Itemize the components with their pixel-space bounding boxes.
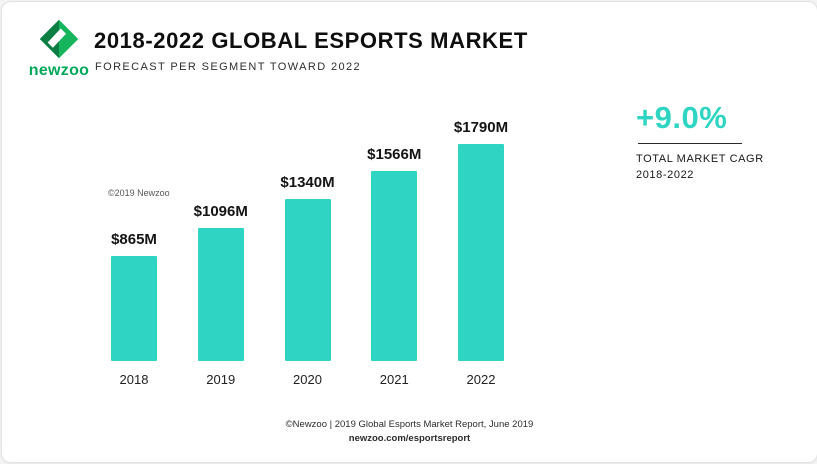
page-subtitle: FORECAST PER SEGMENT TOWARD 2022: [95, 61, 362, 73]
newzoo-logo-text: newzoo: [28, 62, 90, 79]
bar: [197, 228, 244, 361]
bar-value-label: $1340M: [280, 174, 335, 191]
x-axis-label: 2020: [293, 372, 322, 387]
bar-value-label: $1790M: [453, 119, 509, 136]
footer-source: ©Newzoo | 2019 Global Esports Market Rep…: [285, 419, 534, 430]
bar-group: $1096M 2019: [194, 203, 248, 387]
x-axis-label: 2021: [379, 372, 409, 387]
bar-group: $865M 2018: [111, 231, 157, 387]
bar: [371, 171, 418, 361]
cagr-label: TOTAL MARKET CAGR 2018-2022: [636, 152, 796, 184]
x-axis-label: 2019: [206, 372, 236, 387]
footer-url: newzoo.com/esportsreport: [348, 433, 471, 444]
cagr-label-line2: 2018-2022: [636, 168, 695, 181]
bar: [284, 199, 331, 361]
footer: ©Newzoo | 2019 Global Esports Market Rep…: [2, 419, 817, 444]
bar-group: $1566M 2021: [367, 146, 421, 387]
cagr-value: +9.0%: [636, 100, 728, 135]
newzoo-logo: newzoo: [28, 18, 90, 80]
bar-value-label: $1096M: [193, 203, 248, 220]
bar-value-label: $865M: [111, 231, 157, 248]
chart-copyright: ©2019 Newzoo: [108, 188, 170, 198]
cagr-divider: [638, 143, 742, 144]
bar: [111, 256, 157, 361]
x-axis-label: 2018: [119, 372, 149, 387]
bar-value-label: $1566M: [367, 146, 422, 163]
newzoo-diamond-icon: [39, 19, 79, 59]
bar: [458, 144, 504, 361]
cagr-callout: +9.0% TOTAL MARKET CAGR 2018-2022: [636, 100, 796, 184]
page-title: 2018-2022 GLOBAL ESPORTS MARKET: [94, 28, 528, 53]
bar-group: $1790M 2022: [454, 119, 508, 387]
cagr-label-line1: TOTAL MARKET CAGR: [636, 153, 764, 165]
x-axis-label: 2022: [466, 372, 496, 387]
bar-chart: $865M 2018 $1096M 2019 $1340M 2020 $1566M 2021 $…: [111, 119, 508, 387]
bar-group: $1340M 2020: [280, 174, 334, 387]
